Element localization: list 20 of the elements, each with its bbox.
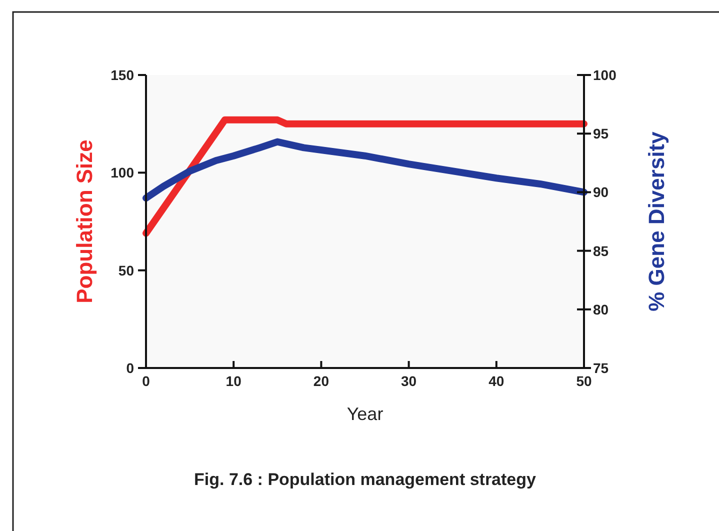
y2-tick-label: 95: [593, 126, 609, 142]
y-axis-title: Population Size: [72, 140, 97, 304]
y2-tick-label: 100: [593, 67, 617, 83]
x-tick-label: 10: [226, 373, 242, 389]
x-axis-title: Year: [346, 404, 384, 424]
x-tick-label: 50: [576, 373, 592, 389]
x-tick-label: 40: [488, 373, 504, 389]
x-tick-label: 0: [142, 373, 150, 389]
y2-tick-label: 80: [593, 301, 609, 318]
y-tick-label: 0: [126, 360, 134, 376]
y-tick-label: 50: [118, 262, 134, 278]
y2-tick-label: 75: [593, 360, 609, 376]
y-tick-label: 150: [110, 67, 134, 83]
y2-tick-label: 85: [593, 242, 609, 259]
x-tick-label: 30: [401, 373, 417, 389]
text: Fig. 7.6 : Population management strategy: [194, 470, 537, 489]
x-tick-label: 20: [313, 373, 330, 389]
y-tick-label: 100: [110, 164, 134, 181]
y2-tick-label: 90: [593, 184, 609, 200]
y2-axis-title: % Gene Diversity: [644, 130, 669, 312]
